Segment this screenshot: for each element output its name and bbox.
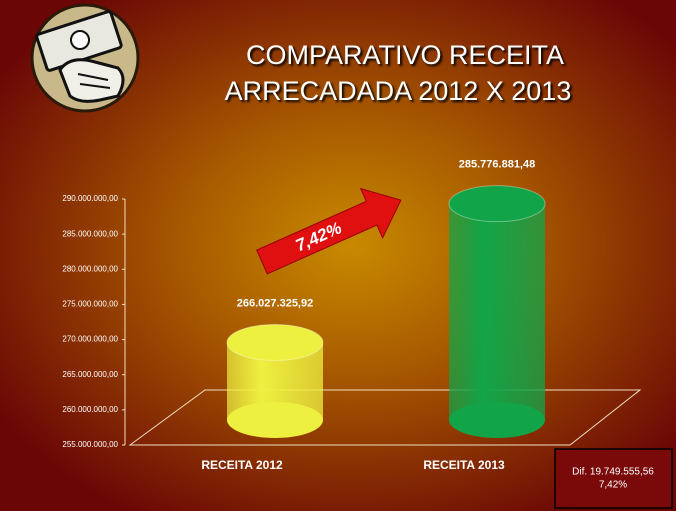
x-tick-label: RECEITA 2013 [423, 458, 505, 472]
y-tick-label: 285.000.000,00 [62, 229, 118, 238]
y-tick-label: 280.000.000,00 [62, 264, 118, 273]
y-tick-label: 265.000.000,00 [62, 370, 118, 379]
y-tick-label: 270.000.000,00 [62, 335, 118, 344]
y-tick-label: 290.000.000,00 [62, 194, 118, 203]
difference-box [554, 448, 673, 509]
y-tick-label: 260.000.000,00 [62, 405, 118, 414]
x-tick-label: RECEITA 2012 [201, 458, 283, 472]
difference-percent: 7,42% [599, 480, 627, 491]
y-tick-label: 275.000.000,00 [62, 300, 118, 309]
difference-text: Dif. 19.749.555,56 [572, 467, 654, 478]
plot-floor [128, 389, 642, 446]
value-label: 285.776.881,48 [459, 159, 535, 171]
bar-top [226, 323, 324, 361]
bar-top [448, 185, 546, 223]
y-tick-label: 255.000.000,00 [62, 440, 118, 449]
value-label: 266.027.325,92 [237, 297, 313, 309]
money-icon [30, 3, 140, 113]
chart-title: COMPARATIVO RECEITA [246, 40, 564, 70]
bar [449, 203, 545, 420]
chart-title: ARRECADADA 2012 X 2013 [225, 76, 572, 106]
